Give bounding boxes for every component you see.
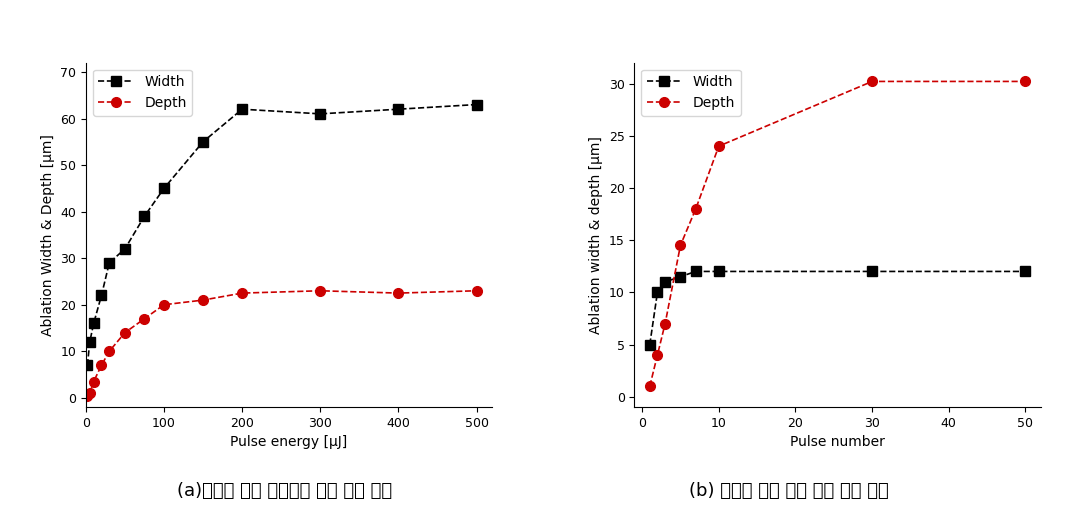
X-axis label: Pulse energy [μJ]: Pulse energy [μJ]: [231, 435, 348, 449]
Depth: [689, 206, 702, 212]
Legend: Width, Depth: Width, Depth: [92, 69, 192, 116]
Legend: Width, Depth: Width, Depth: [642, 69, 740, 116]
Width: [84, 339, 97, 345]
Depth: [392, 290, 405, 296]
Depth: [674, 242, 687, 248]
Depth: [80, 393, 93, 399]
Line: Depth: Depth: [645, 77, 1030, 391]
Width: [196, 139, 209, 145]
Depth: [1019, 78, 1032, 85]
Text: (a)레이저 펄스 에너지에 따른 가공 특성: (a)레이저 펄스 에너지에 따른 가공 특성: [177, 482, 392, 500]
Width: [651, 289, 664, 295]
Width: [470, 101, 483, 108]
Width: [103, 260, 116, 266]
Depth: [313, 288, 326, 294]
Depth: [95, 362, 108, 369]
Width: [313, 111, 326, 117]
Y-axis label: Ablation Width & Depth [μm]: Ablation Width & Depth [μm]: [41, 134, 55, 336]
Width: [138, 213, 151, 219]
Line: Width: Width: [83, 100, 482, 370]
Depth: [651, 352, 664, 358]
Depth: [84, 390, 97, 396]
Width: [118, 246, 131, 252]
Width: [644, 341, 657, 348]
Width: [87, 320, 100, 326]
Width: [236, 106, 249, 112]
Width: [80, 362, 93, 369]
Line: Width: Width: [645, 267, 1030, 349]
Y-axis label: Ablation width & depth [μm]: Ablation width & depth [μm]: [589, 136, 603, 334]
Text: (b) 레이저 펄스 수에 따른 가공 특성: (b) 레이저 펄스 수에 따른 가공 특성: [689, 482, 888, 500]
Width: [1019, 268, 1032, 275]
Width: [95, 292, 108, 299]
Width: [866, 268, 879, 275]
Depth: [470, 288, 483, 294]
Depth: [118, 329, 131, 336]
X-axis label: Pulse number: Pulse number: [790, 435, 885, 449]
Width: [659, 279, 672, 285]
Depth: [196, 297, 209, 303]
Depth: [712, 143, 725, 149]
Width: [689, 268, 702, 275]
Depth: [866, 78, 879, 85]
Depth: [103, 348, 116, 354]
Depth: [659, 321, 672, 327]
Depth: [138, 316, 151, 322]
Width: [674, 274, 687, 280]
Depth: [158, 302, 171, 308]
Line: Depth: Depth: [83, 286, 482, 400]
Depth: [87, 378, 100, 385]
Width: [392, 106, 405, 112]
Width: [158, 185, 171, 192]
Depth: [236, 290, 249, 296]
Depth: [644, 383, 657, 389]
Width: [712, 268, 725, 275]
